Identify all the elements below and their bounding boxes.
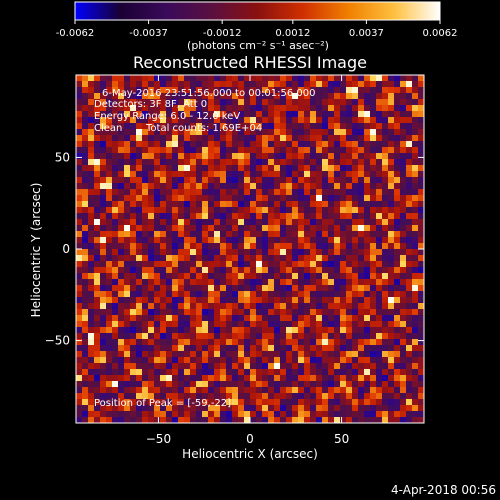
info-energy: Energy Range: 6.0 - 12.0 keV bbox=[94, 111, 240, 122]
colorbar-tick-label: 0.0012 bbox=[275, 28, 310, 39]
x-tick-label: 50 bbox=[334, 432, 349, 446]
info-detectors: Detectors: 3F 8F, Att 0 bbox=[94, 99, 207, 110]
info-counts: Total counts: 1.69E+04 bbox=[145, 123, 262, 134]
x-axis-label: Heliocentric X (arcsec) bbox=[182, 447, 318, 461]
colorbar-tick-label: -0.0037 bbox=[129, 28, 168, 39]
x-tick-label: −50 bbox=[146, 432, 171, 446]
y-tick-label: −50 bbox=[45, 334, 70, 348]
colorbar-tick-label: 0.0062 bbox=[423, 28, 458, 39]
colorbar-tick-label: 0.0037 bbox=[349, 28, 384, 39]
x-tick-label: 0 bbox=[246, 432, 254, 446]
y-tick-label: 0 bbox=[62, 242, 70, 256]
heatmap-image bbox=[76, 75, 424, 423]
info-time-range: 6-May-2016 23:51:56.000 to 00:01:56.000 bbox=[102, 88, 315, 99]
colorbar-units: (photons cm⁻² s⁻¹ asec⁻²) bbox=[187, 39, 329, 52]
info-method: Clean bbox=[94, 123, 122, 134]
chart-title: Reconstructed RHESSI Image bbox=[133, 53, 367, 72]
y-axis-label: Heliocentric Y (arcsec) bbox=[29, 183, 43, 318]
colorbar-ticks: -0.0062 -0.0037 -0.0012 0.0012 0.0037 0.0062 bbox=[56, 20, 458, 39]
y-tick-label: 50 bbox=[55, 150, 70, 164]
colorbar-tick-label: -0.0012 bbox=[203, 28, 242, 39]
axis-ticks: −50 0 50 −50 0 50 bbox=[45, 75, 424, 446]
colorbar-tick-label: -0.0062 bbox=[56, 28, 95, 39]
footer-date: 4-Apr-2018 00:56 bbox=[391, 483, 496, 497]
colorbar bbox=[74, 1, 441, 21]
peak-position: Position of Peak = [-59,-22] bbox=[94, 398, 231, 409]
